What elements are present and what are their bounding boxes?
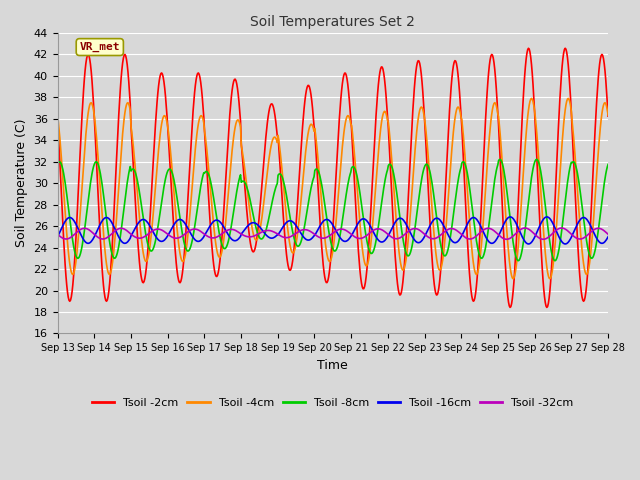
Line: Tsoil -32cm: Tsoil -32cm: [58, 228, 608, 240]
Tsoil -4cm: [400, 267, 408, 273]
Tsoil -8cm: [416, 189, 424, 195]
Tsoil -16cm: [205, 225, 213, 230]
Tsoil -2cm: [54, 113, 61, 119]
Tsoil -32cm: [63, 236, 71, 242]
Tsoil -2cm: [416, 60, 424, 66]
Tsoil -16cm: [543, 214, 550, 220]
Tsoil -32cm: [205, 234, 213, 240]
Tsoil -32cm: [557, 225, 565, 231]
Tsoil -8cm: [63, 197, 71, 203]
Line: Tsoil -4cm: Tsoil -4cm: [58, 98, 608, 279]
Text: VR_met: VR_met: [79, 42, 120, 52]
Tsoil -4cm: [120, 116, 128, 121]
Tsoil -4cm: [416, 108, 424, 113]
X-axis label: Time: Time: [317, 359, 348, 372]
Tsoil -2cm: [400, 271, 408, 277]
Tsoil -4cm: [63, 240, 71, 245]
Tsoil -4cm: [604, 112, 612, 118]
Tsoil -16cm: [120, 240, 128, 246]
Tsoil -32cm: [604, 231, 612, 237]
Tsoil -2cm: [63, 289, 71, 295]
Tsoil -2cm: [176, 280, 184, 286]
Tsoil -16cm: [176, 216, 184, 222]
Tsoil -16cm: [63, 216, 71, 221]
Line: Tsoil -2cm: Tsoil -2cm: [58, 48, 608, 307]
Tsoil -8cm: [205, 173, 213, 179]
Tsoil -32cm: [54, 231, 61, 237]
Line: Tsoil -16cm: Tsoil -16cm: [58, 217, 608, 244]
Tsoil -8cm: [515, 258, 522, 264]
Tsoil -8cm: [400, 240, 408, 246]
Tsoil -32cm: [400, 232, 408, 238]
Tsoil -8cm: [496, 156, 504, 162]
Tsoil -2cm: [604, 113, 612, 119]
Tsoil -16cm: [561, 241, 569, 247]
Tsoil -8cm: [54, 162, 61, 168]
Tsoil -32cm: [120, 226, 128, 232]
Tsoil -4cm: [205, 172, 213, 178]
Tsoil -2cm: [543, 304, 550, 310]
Tsoil -4cm: [527, 96, 535, 101]
Tsoil -32cm: [416, 228, 424, 233]
Line: Tsoil -8cm: Tsoil -8cm: [58, 159, 608, 261]
Tsoil -32cm: [539, 237, 547, 242]
Tsoil -8cm: [176, 216, 184, 222]
Tsoil -16cm: [400, 217, 408, 223]
Tsoil -32cm: [176, 234, 184, 240]
Tsoil -4cm: [509, 276, 517, 282]
Y-axis label: Soil Temperature (C): Soil Temperature (C): [15, 119, 28, 248]
Tsoil -2cm: [120, 52, 128, 58]
Tsoil -16cm: [604, 234, 612, 240]
Tsoil -2cm: [561, 46, 569, 51]
Legend: Tsoil -2cm, Tsoil -4cm, Tsoil -8cm, Tsoil -16cm, Tsoil -32cm: Tsoil -2cm, Tsoil -4cm, Tsoil -8cm, Tsoi…: [88, 393, 578, 412]
Tsoil -4cm: [176, 251, 184, 256]
Tsoil -16cm: [416, 240, 424, 245]
Tsoil -4cm: [54, 112, 61, 118]
Tsoil -8cm: [604, 162, 612, 168]
Title: Soil Temperatures Set 2: Soil Temperatures Set 2: [250, 15, 415, 29]
Tsoil -16cm: [54, 234, 61, 240]
Tsoil -8cm: [120, 204, 128, 209]
Tsoil -2cm: [205, 204, 213, 210]
